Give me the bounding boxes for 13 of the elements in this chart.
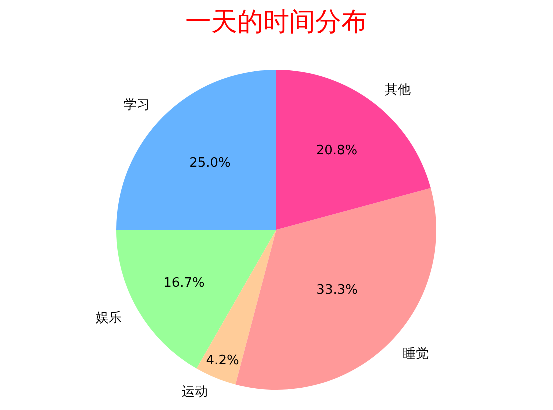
data-label: 25.0%: [190, 156, 231, 172]
slice-label: 学习: [124, 98, 150, 113]
data-label: 4.2%: [206, 353, 240, 368]
pie-slice: [276, 70, 431, 230]
slice-label: 睡觉: [403, 347, 429, 362]
pie-slice: [116, 70, 276, 230]
slice-label: 运动: [182, 385, 208, 400]
data-label: 20.8%: [316, 143, 358, 158]
slice-label: 娱乐: [96, 311, 122, 326]
data-label: 33.3%: [316, 282, 358, 298]
chart-title: 一天的时间分布: [186, 8, 368, 38]
data-label: 16.7%: [164, 276, 205, 291]
slice-label: 其他: [385, 83, 411, 98]
